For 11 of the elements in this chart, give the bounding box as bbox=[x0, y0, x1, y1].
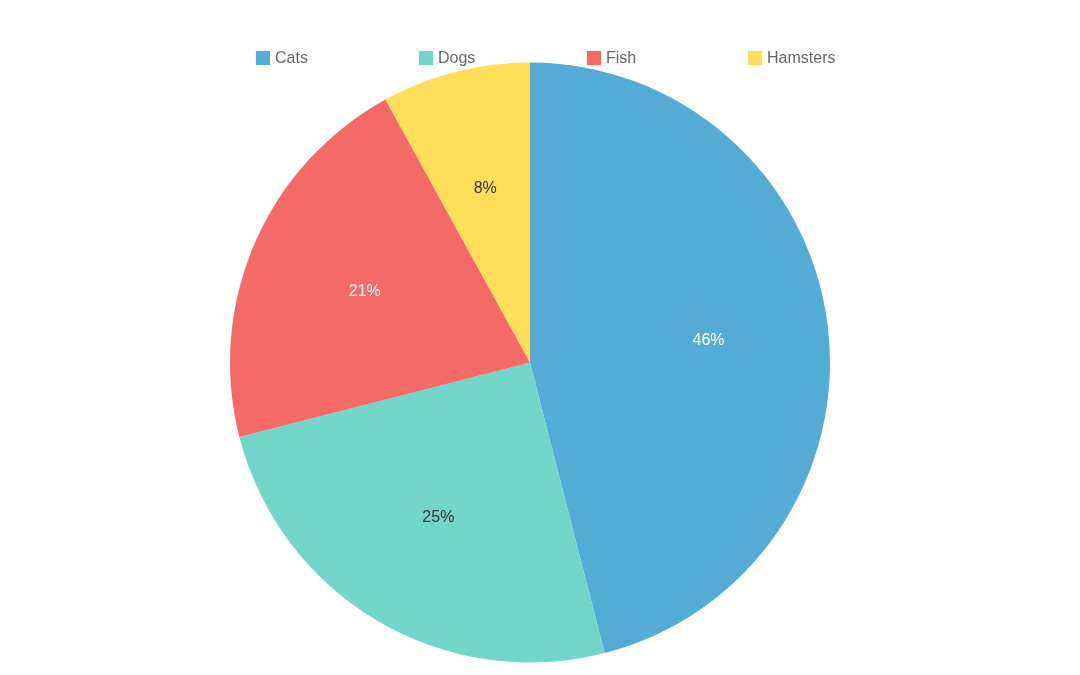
data-label: 25% bbox=[422, 508, 455, 526]
legend-label: Hamsters bbox=[767, 49, 836, 66]
data-label: 8% bbox=[473, 179, 497, 197]
pie-slice bbox=[230, 99, 530, 438]
pie-slice bbox=[530, 62, 830, 654]
legend-label: Fish bbox=[606, 49, 637, 66]
data-label: 46% bbox=[692, 330, 725, 348]
legend-label: Cats bbox=[275, 49, 308, 66]
legend-label: Dogs bbox=[438, 49, 476, 66]
data-label: 21% bbox=[348, 282, 381, 300]
pie-slice bbox=[239, 362, 605, 663]
